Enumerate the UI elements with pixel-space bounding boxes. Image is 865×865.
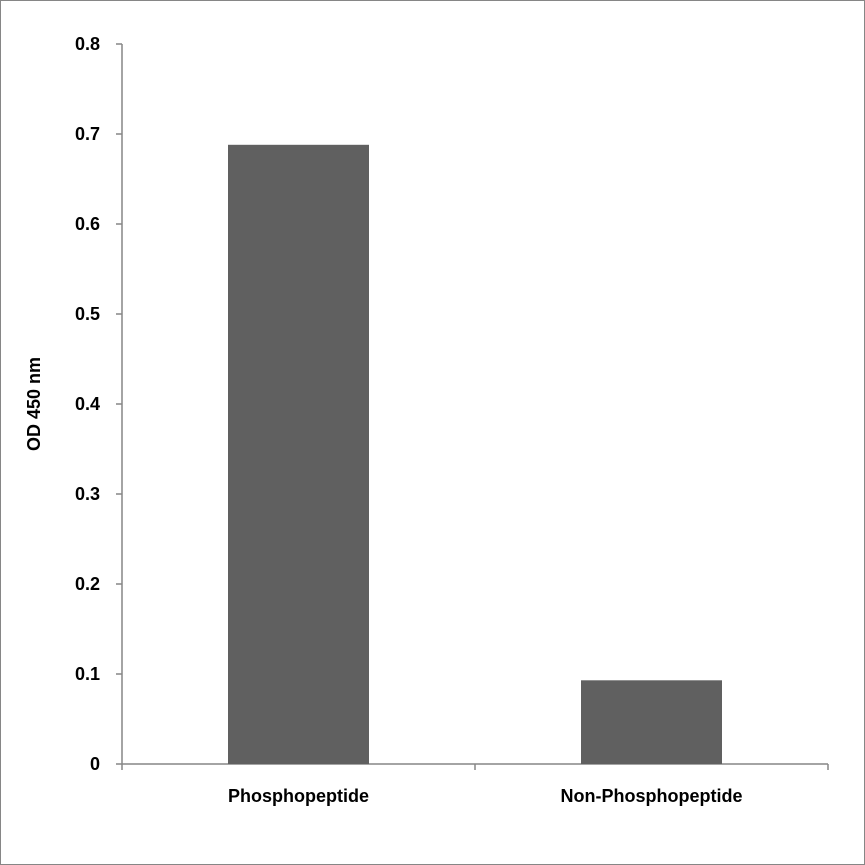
y-tick-label: 0.5 (75, 304, 100, 324)
y-tick-label: 0.3 (75, 484, 100, 504)
x-tick-label: Phosphopeptide (228, 786, 369, 806)
y-tick-label: 0.4 (75, 394, 100, 414)
bar-phosphopeptide (228, 144, 369, 765)
y-tick-label: 0 (90, 754, 100, 774)
y-tick-label: 0.8 (75, 34, 100, 54)
y-tick-label: 0.6 (75, 214, 100, 234)
y-axis-label: OD 450 nm (24, 357, 44, 451)
y-tick-label: 0.7 (75, 124, 100, 144)
bar-non-phosphopeptide (581, 680, 722, 764)
x-tick-label: Non-Phosphopeptide (561, 786, 743, 806)
y-tick-label: 0.1 (75, 664, 100, 684)
y-tick-label: 0.2 (75, 574, 100, 594)
